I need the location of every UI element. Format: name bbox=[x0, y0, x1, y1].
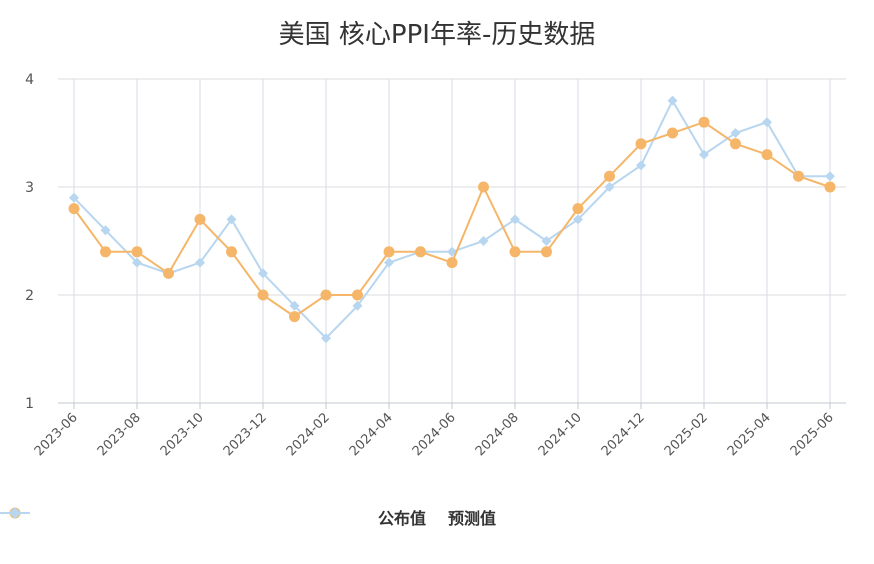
data-point-published[interactable] bbox=[541, 246, 552, 258]
x-tick-label: 2024-02 bbox=[284, 410, 333, 459]
data-point-published[interactable] bbox=[320, 289, 332, 301]
data-point-published[interactable] bbox=[509, 246, 521, 258]
data-point-published[interactable] bbox=[163, 267, 174, 279]
data-point-published[interactable] bbox=[352, 289, 363, 301]
x-tick-label: 2023-08 bbox=[95, 410, 144, 459]
x-tick-label: 2024-10 bbox=[536, 410, 585, 459]
data-point-published[interactable] bbox=[226, 246, 237, 258]
legend-swatch-forecast bbox=[0, 507, 30, 519]
data-point-forecast[interactable] bbox=[762, 117, 772, 128]
x-tick-label: 2025-06 bbox=[788, 410, 837, 459]
data-point-forecast[interactable] bbox=[730, 128, 741, 138]
data-point-published[interactable] bbox=[257, 289, 269, 301]
x-tick-label: 2023-10 bbox=[158, 410, 207, 459]
y-tick-label: 2 bbox=[25, 288, 34, 304]
x-tick-label: 2023-06 bbox=[32, 410, 81, 459]
grid bbox=[58, 78, 846, 404]
data-point-forecast[interactable] bbox=[478, 236, 489, 246]
data-point-forecast[interactable] bbox=[604, 182, 615, 192]
data-point-published[interactable] bbox=[289, 311, 300, 323]
data-point-published[interactable] bbox=[415, 246, 426, 258]
y-tick-label: 1 bbox=[25, 396, 34, 412]
data-point-forecast[interactable] bbox=[636, 160, 646, 171]
legend: 公布值 预测值 bbox=[0, 505, 874, 529]
x-tick-label: 2024-12 bbox=[599, 410, 648, 459]
data-point-published[interactable] bbox=[698, 116, 710, 128]
y-tick-label: 3 bbox=[25, 180, 34, 196]
data-point-published[interactable] bbox=[68, 203, 80, 215]
data-point-published[interactable] bbox=[793, 170, 804, 182]
chart-title: 美国 核心PPI年率-历史数据 bbox=[278, 20, 596, 50]
data-point-forecast[interactable] bbox=[195, 257, 205, 268]
legend-item-published[interactable]: 公布值 bbox=[0, 505, 426, 529]
data-point-forecast[interactable] bbox=[573, 214, 583, 225]
series-layer bbox=[68, 95, 836, 344]
data-point-published[interactable] bbox=[761, 149, 773, 161]
data-point-forecast[interactable] bbox=[289, 300, 300, 311]
data-point-forecast[interactable] bbox=[321, 333, 331, 344]
x-tick-label: 2024-04 bbox=[347, 410, 396, 459]
data-point-published[interactable] bbox=[572, 203, 584, 215]
data-point-forecast[interactable] bbox=[352, 300, 363, 311]
x-tick-label: 2025-02 bbox=[662, 410, 711, 459]
data-point-forecast[interactable] bbox=[258, 268, 268, 279]
data-point-forecast[interactable] bbox=[100, 225, 111, 236]
data-point-forecast[interactable] bbox=[825, 171, 835, 182]
data-point-forecast[interactable] bbox=[132, 257, 142, 268]
data-point-forecast[interactable] bbox=[541, 236, 552, 246]
data-point-forecast[interactable] bbox=[510, 214, 520, 225]
data-point-published[interactable] bbox=[131, 246, 143, 258]
data-point-published[interactable] bbox=[100, 246, 111, 258]
data-point-published[interactable] bbox=[478, 181, 489, 193]
data-point-forecast[interactable] bbox=[69, 192, 79, 203]
data-point-published[interactable] bbox=[667, 127, 678, 139]
x-tick-label: 2025-04 bbox=[725, 410, 774, 459]
y-tick-label: 4 bbox=[25, 72, 34, 88]
data-point-published[interactable] bbox=[635, 138, 647, 150]
data-point-forecast[interactable] bbox=[667, 95, 678, 106]
x-tick-label: 2023-12 bbox=[221, 410, 270, 459]
data-point-forecast[interactable] bbox=[699, 149, 709, 160]
data-point-published[interactable] bbox=[194, 213, 206, 225]
data-point-published[interactable] bbox=[446, 257, 458, 269]
data-point-published[interactable] bbox=[604, 170, 615, 182]
x-tick-label: 2024-06 bbox=[410, 410, 459, 459]
data-point-published[interactable] bbox=[730, 138, 741, 150]
x-tick-label: 2024-08 bbox=[473, 410, 522, 459]
data-point-published[interactable] bbox=[824, 181, 836, 193]
data-point-forecast[interactable] bbox=[226, 214, 237, 225]
legend-label-published: 公布值 bbox=[377, 509, 426, 528]
data-point-published[interactable] bbox=[383, 246, 395, 258]
legend-label-forecast: 预测值 bbox=[448, 509, 497, 528]
data-point-forecast[interactable] bbox=[384, 257, 394, 268]
legend-item-forecast[interactable]: 预测值 bbox=[0, 505, 497, 529]
